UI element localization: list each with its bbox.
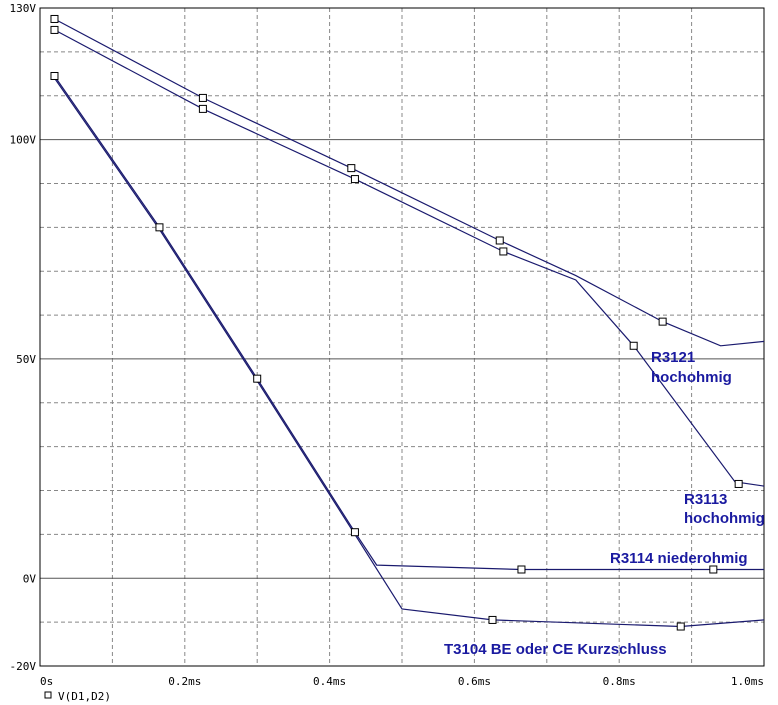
y-tick-label: 130V [10,2,37,15]
series-marker-1 [198,104,207,113]
x-tick-label: 1.0ms [731,675,764,688]
series-markers [50,14,743,631]
series-marker-0 [495,236,504,245]
series-marker-2 [709,565,718,574]
y-tick-label: 50V [16,353,36,366]
x-tick-label: 0s [40,675,53,688]
series-marker-0 [198,93,207,102]
annotation-r3121-line1: R3121 [651,349,695,366]
y-tick-label: 0V [23,572,37,585]
y-tick-label: -20V [10,660,37,673]
legend-label: V(D1,D2) [58,690,111,703]
series-marker-2 [253,374,262,383]
series-marker-3 [676,622,685,631]
series-marker-1 [499,247,508,256]
x-tick-label: 0.2ms [168,675,201,688]
x-tick-label: 0.4ms [313,675,346,688]
annotation-t3104: T3104 BE oder CE Kurzschluss [444,641,667,658]
tick-labels: -20V 0V 50V 100V 130V 0s 0.2ms 0.4ms 0.6ms 0.8ms 1… [10,2,765,688]
series-marker-2 [350,528,359,537]
series-marker-1 [734,479,743,488]
x-tick-label: 0.6ms [458,675,491,688]
series-marker-1 [350,175,359,184]
series-marker-2 [517,565,526,574]
annotation-r3113-line1: R3113 [684,491,727,508]
y-tick-label: 100V [10,134,37,147]
annotation-r3114: R3114 niederohmig [610,550,748,567]
series-line-2 [54,75,764,571]
x-tick-label: 0.8ms [603,675,636,688]
series-marker-3 [488,615,497,624]
series-marker-1 [50,25,59,34]
grid [40,8,764,666]
series-marker-0 [347,164,356,173]
annotation-r3121-line2: hochohmig [651,369,732,386]
series-line-1 [54,29,765,487]
series-marker-0 [50,14,59,23]
series-line-3 [54,77,765,628]
series-marker-2 [50,71,59,80]
series-lines [54,18,765,628]
series-marker-0 [658,317,667,326]
series-marker-1 [629,341,638,350]
series-marker-2 [155,223,164,232]
series-line-0 [54,18,765,347]
legend-marker [44,691,52,699]
plot-frame [39,7,765,667]
annotation-r3113-line2: hochohmig [684,510,765,527]
